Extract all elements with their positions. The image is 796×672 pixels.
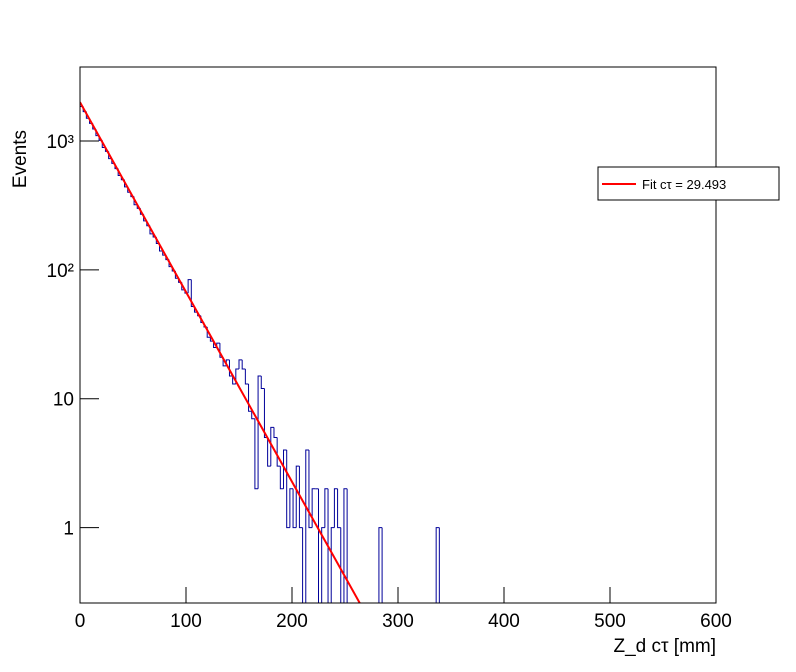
x-tick-label: 200 — [276, 611, 308, 632]
x-tick-label: 100 — [170, 611, 202, 632]
histogram-bin — [289, 488, 294, 528]
histogram-bin — [343, 488, 348, 603]
histogram-bin — [286, 450, 290, 529]
y-axis-label: Events — [10, 130, 31, 188]
x-tick-label: 300 — [382, 611, 414, 632]
x-tick-label: 0 — [75, 611, 86, 632]
histogram-bin — [324, 488, 329, 528]
histogram-bin — [279, 466, 284, 490]
histogram-bin — [292, 488, 297, 529]
histogram-bin — [257, 375, 262, 489]
histogram-bin — [235, 368, 239, 385]
histogram-bin — [337, 488, 341, 529]
histogram-bin — [283, 449, 287, 489]
fit-line — [80, 101, 361, 603]
histogram-bin — [228, 359, 233, 377]
histogram-bin — [305, 449, 309, 603]
y-tick-label: 1 — [63, 519, 74, 540]
histogram-bin — [238, 359, 243, 370]
histogram-bin — [273, 427, 278, 439]
y-tick-label: 10 — [53, 390, 74, 411]
histogram-bin — [378, 527, 383, 603]
histogram-bin — [311, 488, 316, 528]
histogram-bin — [302, 527, 304, 603]
histogram-bin — [251, 411, 255, 420]
histogram-bin — [248, 384, 252, 412]
histogram-bin — [270, 426, 274, 467]
histogram-bin — [298, 466, 303, 529]
histogram-bin — [435, 527, 440, 603]
histogram-bin — [381, 527, 383, 603]
x-tick-label: 400 — [488, 611, 520, 632]
histogram-bin — [438, 527, 440, 603]
histogram-bin — [340, 527, 342, 603]
histogram-bin — [330, 527, 335, 603]
histogram-bin — [327, 488, 329, 603]
legend: Fit cτ = 29.493 — [597, 166, 780, 201]
y-tick-label: 10³ — [47, 132, 74, 153]
x-tick-label: 600 — [700, 611, 732, 632]
histogram-bin — [267, 437, 271, 467]
x-axis-label: Z_d cτ [mm] — [613, 636, 716, 657]
legend-label: Fit cτ = 29.493 — [642, 177, 726, 192]
histogram-bin — [346, 488, 348, 603]
histogram-bin — [333, 488, 338, 528]
histogram-bin — [308, 450, 313, 529]
histogram-bin — [260, 376, 265, 390]
histogram-bin — [276, 437, 281, 467]
histogram-bin — [232, 376, 236, 385]
histogram-bin — [254, 418, 259, 490]
histogram-bin — [321, 527, 325, 603]
histogram-bin — [295, 465, 300, 528]
y-tick-label: 10² — [47, 261, 74, 282]
plot-area — [80, 101, 440, 603]
histogram-bin — [241, 359, 246, 370]
histogram-bin — [244, 369, 249, 385]
x-tick-label: 500 — [594, 611, 626, 632]
histogram-bin — [187, 279, 192, 294]
